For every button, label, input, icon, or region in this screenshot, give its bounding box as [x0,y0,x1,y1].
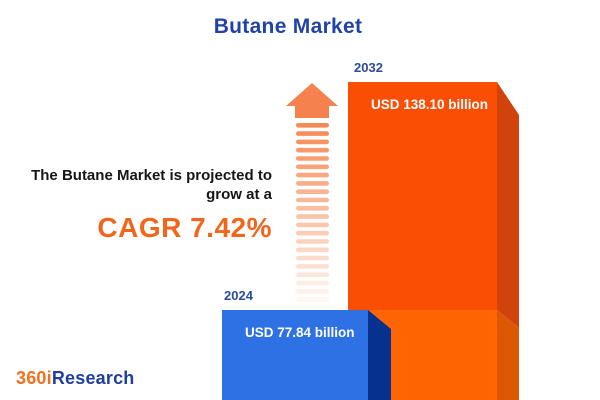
growth-arrow-stripe [296,264,329,269]
promo-line-2: grow at a [206,186,272,203]
growth-arrow-stripe [296,197,329,203]
growth-arrow-stripe [296,156,329,161]
growth-arrow-stripe [296,123,329,128]
cagr-value: CAGR 7.42% [97,212,272,243]
bar-2032-front-upper [348,82,497,310]
growth-arrow-stripe [296,247,329,253]
growth-arrow-stripe [296,272,329,277]
growth-arrow-stripe [296,239,329,244]
bar-2024-front [222,310,368,400]
growth-arrow-stripe [296,189,329,194]
growth-arrow-stripes [296,123,329,302]
growth-arrow-stripe [296,222,329,228]
growth-arrow-stripe [296,206,329,211]
page-title: Butane Market [213,15,363,38]
bar-2024-value-label: USD 77.84 billion [245,325,355,340]
growth-arrow-stripe [296,280,329,286]
growth-arrow-stripe [296,172,329,178]
bar-2032-year-label: 2032 [354,60,383,75]
brand-logo-part1: 360i [16,368,52,388]
growth-arrow-stripe [296,131,329,136]
growth-arrow-stripe [296,255,329,261]
growth-arrow-stripe [296,147,329,153]
growth-arrow-stripe [296,139,329,145]
growth-arrow-stripe [296,164,329,170]
growth-arrow-stripe [296,214,329,219]
brand-logo-part2: Research [51,368,135,388]
promo-text-block: The Butane Market is projected to grow a… [31,166,272,244]
bar-2032-value-label: USD 138.10 billion [371,97,489,112]
bar-2032-side-lower [497,310,519,400]
bar-2032-side-upper [497,82,519,328]
brand-logo: 360iResearch [16,368,135,389]
bar-2024-year-label: 2024 [224,288,253,303]
growth-arrow-stripe [296,297,329,302]
growth-arrow-head-icon [286,83,338,118]
growth-arrow-stripe [296,181,329,186]
growth-arrow-stripe [296,289,329,294]
bar-2024-side [368,310,391,400]
promo-line-1: The Butane Market is projected to [31,167,272,184]
growth-arrow-stripe [296,230,329,236]
